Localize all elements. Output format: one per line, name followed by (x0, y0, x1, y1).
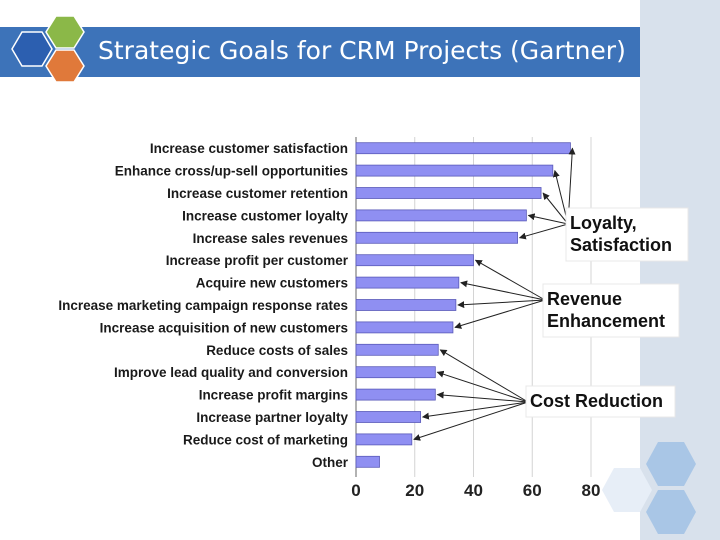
annotation-arrow (454, 299, 546, 329)
annotation-box (565, 207, 689, 262)
category-label: Enhance cross/up-sell opportunities (115, 164, 348, 179)
hexagon-decoration-icon (602, 442, 696, 534)
annotation-label: Cost Reduction (530, 391, 663, 411)
bar (355, 299, 457, 311)
x-tick-label: 0 (351, 481, 360, 500)
bar (355, 142, 571, 155)
annotation-arrow (457, 299, 546, 309)
bar (355, 343, 439, 356)
annotation-arrow (474, 259, 546, 301)
annotation-label: Enhancement (547, 311, 665, 331)
bar (355, 209, 527, 222)
bar (355, 164, 554, 177)
annotation-arrow (439, 349, 529, 403)
category-label: Acquire new customers (196, 276, 348, 291)
x-tick-label: 20 (405, 481, 424, 500)
bar (355, 231, 518, 244)
title-bar (0, 27, 640, 77)
category-label: Increase customer loyalty (182, 208, 348, 223)
category-label: Increase customer satisfaction (150, 141, 348, 156)
bar (355, 276, 460, 289)
annotation-label: Revenue (547, 289, 622, 309)
x-tick-label: 60 (523, 481, 542, 500)
annotation-arrow (413, 401, 529, 441)
annotation-box (525, 385, 676, 418)
category-label: Other (312, 455, 349, 470)
annotation-box (542, 283, 680, 338)
slide-title: Strategic Goals for CRM Projects (Gartne… (98, 36, 626, 65)
bar (355, 254, 474, 267)
annotation-arrow (518, 223, 569, 240)
annotation-arrow (436, 391, 529, 403)
bar (355, 366, 436, 379)
category-label: Increase partner loyalty (196, 410, 348, 425)
annotation-arrow (421, 401, 529, 420)
annotation-arrow (527, 213, 569, 225)
category-label: Increase sales revenues (193, 231, 348, 246)
category-label: Increase marketing campaign response rat… (58, 298, 348, 313)
bar (355, 455, 380, 468)
category-label: Increase acquisition of new customers (100, 320, 348, 335)
category-label: Increase profit per customer (166, 253, 349, 268)
category-label: Increase customer retention (167, 186, 348, 201)
bar (355, 187, 542, 199)
bar (355, 388, 436, 401)
category-label: Increase profit margins (199, 388, 348, 403)
annotation-arrow (542, 192, 569, 225)
category-label: Reduce costs of sales (206, 343, 348, 358)
bar (355, 433, 413, 446)
annotation-label: Loyalty, (570, 213, 637, 233)
annotation-label: Satisfaction (570, 235, 672, 255)
bar (355, 411, 422, 423)
annotation-arrow (460, 280, 546, 301)
category-label: Reduce cost of marketing (183, 432, 348, 447)
category-label: Improve lead quality and conversion (114, 365, 348, 380)
annotation-arrow (436, 370, 529, 403)
hexagon-logo-icon (11, 15, 85, 83)
bar (355, 321, 454, 334)
x-tick-label: 40 (464, 481, 483, 500)
x-tick-label: 80 (582, 481, 601, 500)
